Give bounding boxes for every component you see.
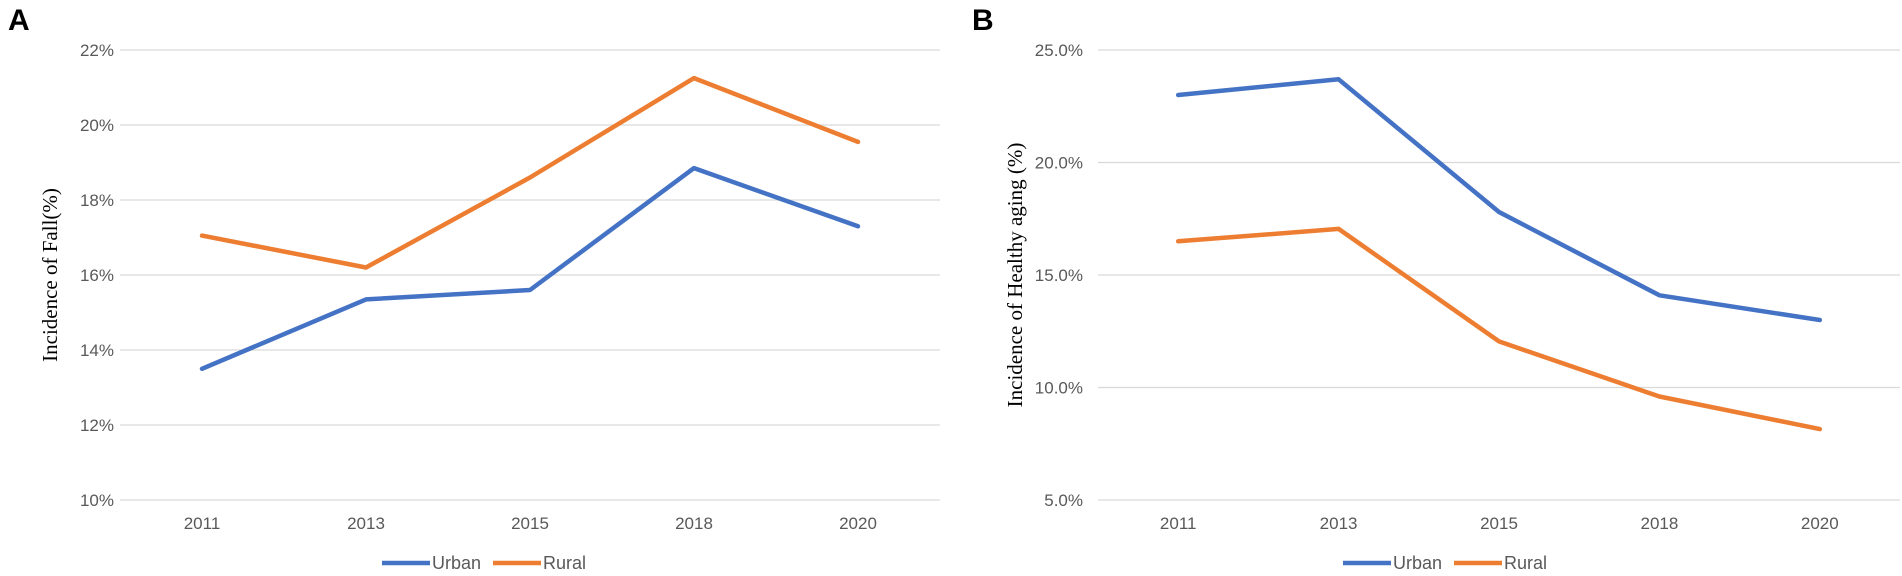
panel-label: A <box>8 4 30 37</box>
chart-panel-b: B 5.0% 10.0% 15.0% 20.0% 25.0% 2011 2013 2015 201… <box>972 4 1900 573</box>
series-line-urban <box>199 165 861 372</box>
y-tick-label: 10% <box>80 491 114 510</box>
series-line-urban <box>1175 77 1823 323</box>
x-tick-label: 2011 <box>184 514 221 533</box>
y-axis-label: Incidence of Fall(%) <box>38 188 62 362</box>
y-tick-label: 16% <box>80 266 114 285</box>
x-tick-label: 2018 <box>1640 514 1678 533</box>
x-tick-label: 2013 <box>1320 514 1358 533</box>
y-tick-label: 15.0% <box>1035 266 1083 285</box>
x-tick-label: 2011 <box>1160 514 1197 533</box>
x-tick-label: 2015 <box>1480 514 1518 533</box>
x-tick-label: 2015 <box>511 514 549 533</box>
y-tick-label: 20.0% <box>1035 154 1083 173</box>
y-tick-label: 20% <box>80 116 114 135</box>
y-tick-label: 18% <box>80 191 114 210</box>
series-line-rural <box>1175 226 1823 432</box>
x-tick-label: 2020 <box>1801 514 1839 533</box>
chart-panel-a: A 10% 12% 14% 16% 18% 20% 22% 2011 2013 2015 2018 20… <box>8 4 940 573</box>
x-tick-label: 2013 <box>347 514 385 533</box>
y-axis-label: Incidence of Healthy aging (%) <box>1003 143 1027 408</box>
y-tick-label: 12% <box>80 416 114 435</box>
y-tick-label: 10.0% <box>1035 379 1083 398</box>
series-line-rural <box>199 75 861 270</box>
y-tick-label: 25.0% <box>1035 41 1083 60</box>
y-tick-label: 22% <box>80 41 114 60</box>
legend-label-rural: Rural <box>543 553 586 573</box>
legend-label-urban: Urban <box>432 553 481 573</box>
y-tick-label: 14% <box>80 341 114 360</box>
legend-label-urban: Urban <box>1393 553 1442 573</box>
legend-label-rural: Rural <box>1504 553 1547 573</box>
x-tick-label: 2018 <box>675 514 713 533</box>
y-tick-label: 5.0% <box>1044 491 1083 510</box>
panel-label: B <box>972 4 994 37</box>
x-tick-label: 2020 <box>839 514 877 533</box>
